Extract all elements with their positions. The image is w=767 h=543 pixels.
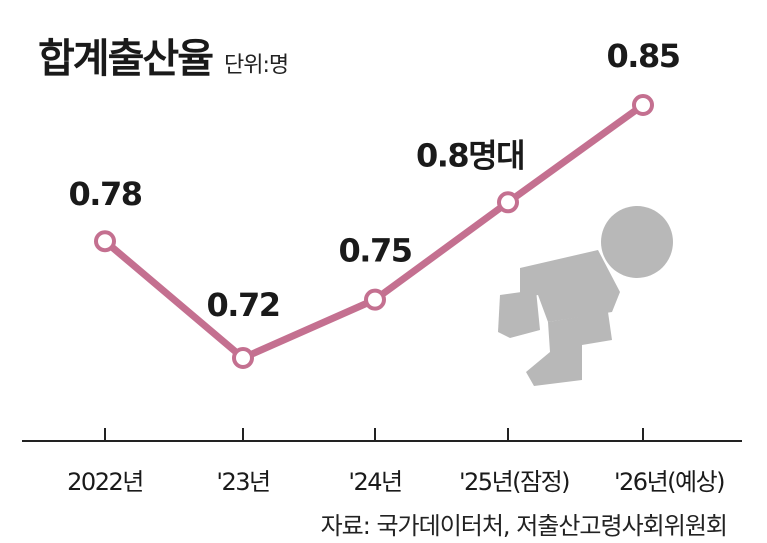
data-point <box>94 230 116 253</box>
x-tick-label: '24년 <box>348 468 401 496</box>
unit-label: 단위:명 <box>224 53 289 78</box>
data-point <box>232 347 254 369</box>
source-note: 자료: 국가데이터처, 저출산고령사회위원회 <box>320 512 728 540</box>
chart-header: 합계출산율 단위:명 <box>38 26 289 84</box>
x-tick-label: '23년 <box>216 468 269 496</box>
data-point <box>632 94 654 116</box>
data-label: 0.72 <box>207 286 280 324</box>
chart-title: 합계출산율 <box>38 36 214 82</box>
x-tick-label: '25년(잠정) <box>459 468 569 496</box>
data-label: 0.8명대 <box>416 136 524 174</box>
data-point <box>364 288 386 311</box>
baby-pictogram-icon <box>498 206 673 386</box>
data-point <box>497 191 519 214</box>
x-tick-label: '26년(예상) <box>614 468 724 496</box>
data-label: 0.85 <box>607 37 680 75</box>
x-tick-label: 2022년 <box>67 468 143 496</box>
data-label: 0.78 <box>69 175 142 213</box>
data-label: 0.75 <box>339 232 412 270</box>
